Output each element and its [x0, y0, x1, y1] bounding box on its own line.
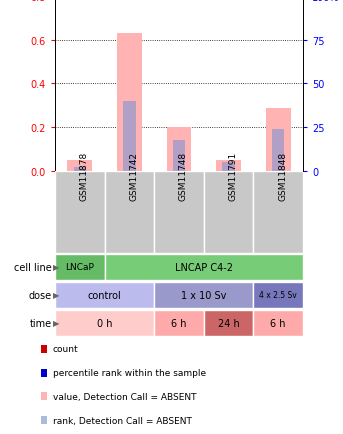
Bar	[105, 255, 303, 280]
Bar	[216, 161, 241, 171]
Bar	[55, 283, 154, 308]
Text: control: control	[88, 290, 121, 300]
Bar	[204, 311, 253, 336]
Bar	[204, 171, 253, 253]
Text: GSM11878: GSM11878	[80, 151, 89, 200]
Bar	[154, 171, 204, 253]
Text: 0 h: 0 h	[97, 318, 113, 328]
Text: GSM11742: GSM11742	[129, 151, 138, 200]
Text: dose: dose	[28, 290, 51, 300]
Text: ▶: ▶	[53, 319, 60, 328]
Text: time: time	[29, 318, 51, 328]
Text: LNCAP C4-2: LNCAP C4-2	[175, 263, 233, 273]
Bar	[154, 283, 253, 308]
Text: GSM11848: GSM11848	[278, 151, 287, 200]
Bar	[105, 171, 154, 253]
Bar	[173, 141, 185, 171]
Text: percentile rank within the sample: percentile rank within the sample	[52, 368, 206, 377]
Text: ▶: ▶	[53, 291, 60, 300]
Text: GSM11791: GSM11791	[228, 151, 238, 200]
Text: 1 x 10 Sv: 1 x 10 Sv	[181, 290, 226, 300]
Bar	[55, 255, 105, 280]
Bar	[117, 34, 142, 171]
Text: GSM11748: GSM11748	[179, 151, 188, 200]
Text: rank, Detection Call = ABSENT: rank, Detection Call = ABSENT	[52, 416, 191, 424]
Text: 24 h: 24 h	[218, 318, 239, 328]
Bar	[123, 102, 135, 171]
Bar	[272, 130, 284, 171]
Text: 6 h: 6 h	[270, 318, 286, 328]
Bar	[167, 128, 191, 171]
Text: LNCaP: LNCaP	[66, 263, 94, 272]
Bar	[55, 311, 154, 336]
Text: 6 h: 6 h	[171, 318, 187, 328]
Bar	[253, 171, 303, 253]
Text: ▶: ▶	[53, 263, 60, 272]
Text: 4 x 2.5 Sv: 4 x 2.5 Sv	[259, 291, 297, 300]
Bar	[74, 167, 86, 171]
Bar	[266, 108, 291, 171]
Text: cell line: cell line	[14, 263, 51, 273]
Bar	[55, 171, 105, 253]
Bar	[222, 163, 235, 171]
Text: count: count	[52, 345, 78, 354]
Text: value, Detection Call = ABSENT: value, Detection Call = ABSENT	[52, 392, 196, 401]
Bar	[68, 161, 92, 171]
Bar	[253, 311, 303, 336]
Bar	[253, 283, 303, 308]
Bar	[154, 311, 204, 336]
